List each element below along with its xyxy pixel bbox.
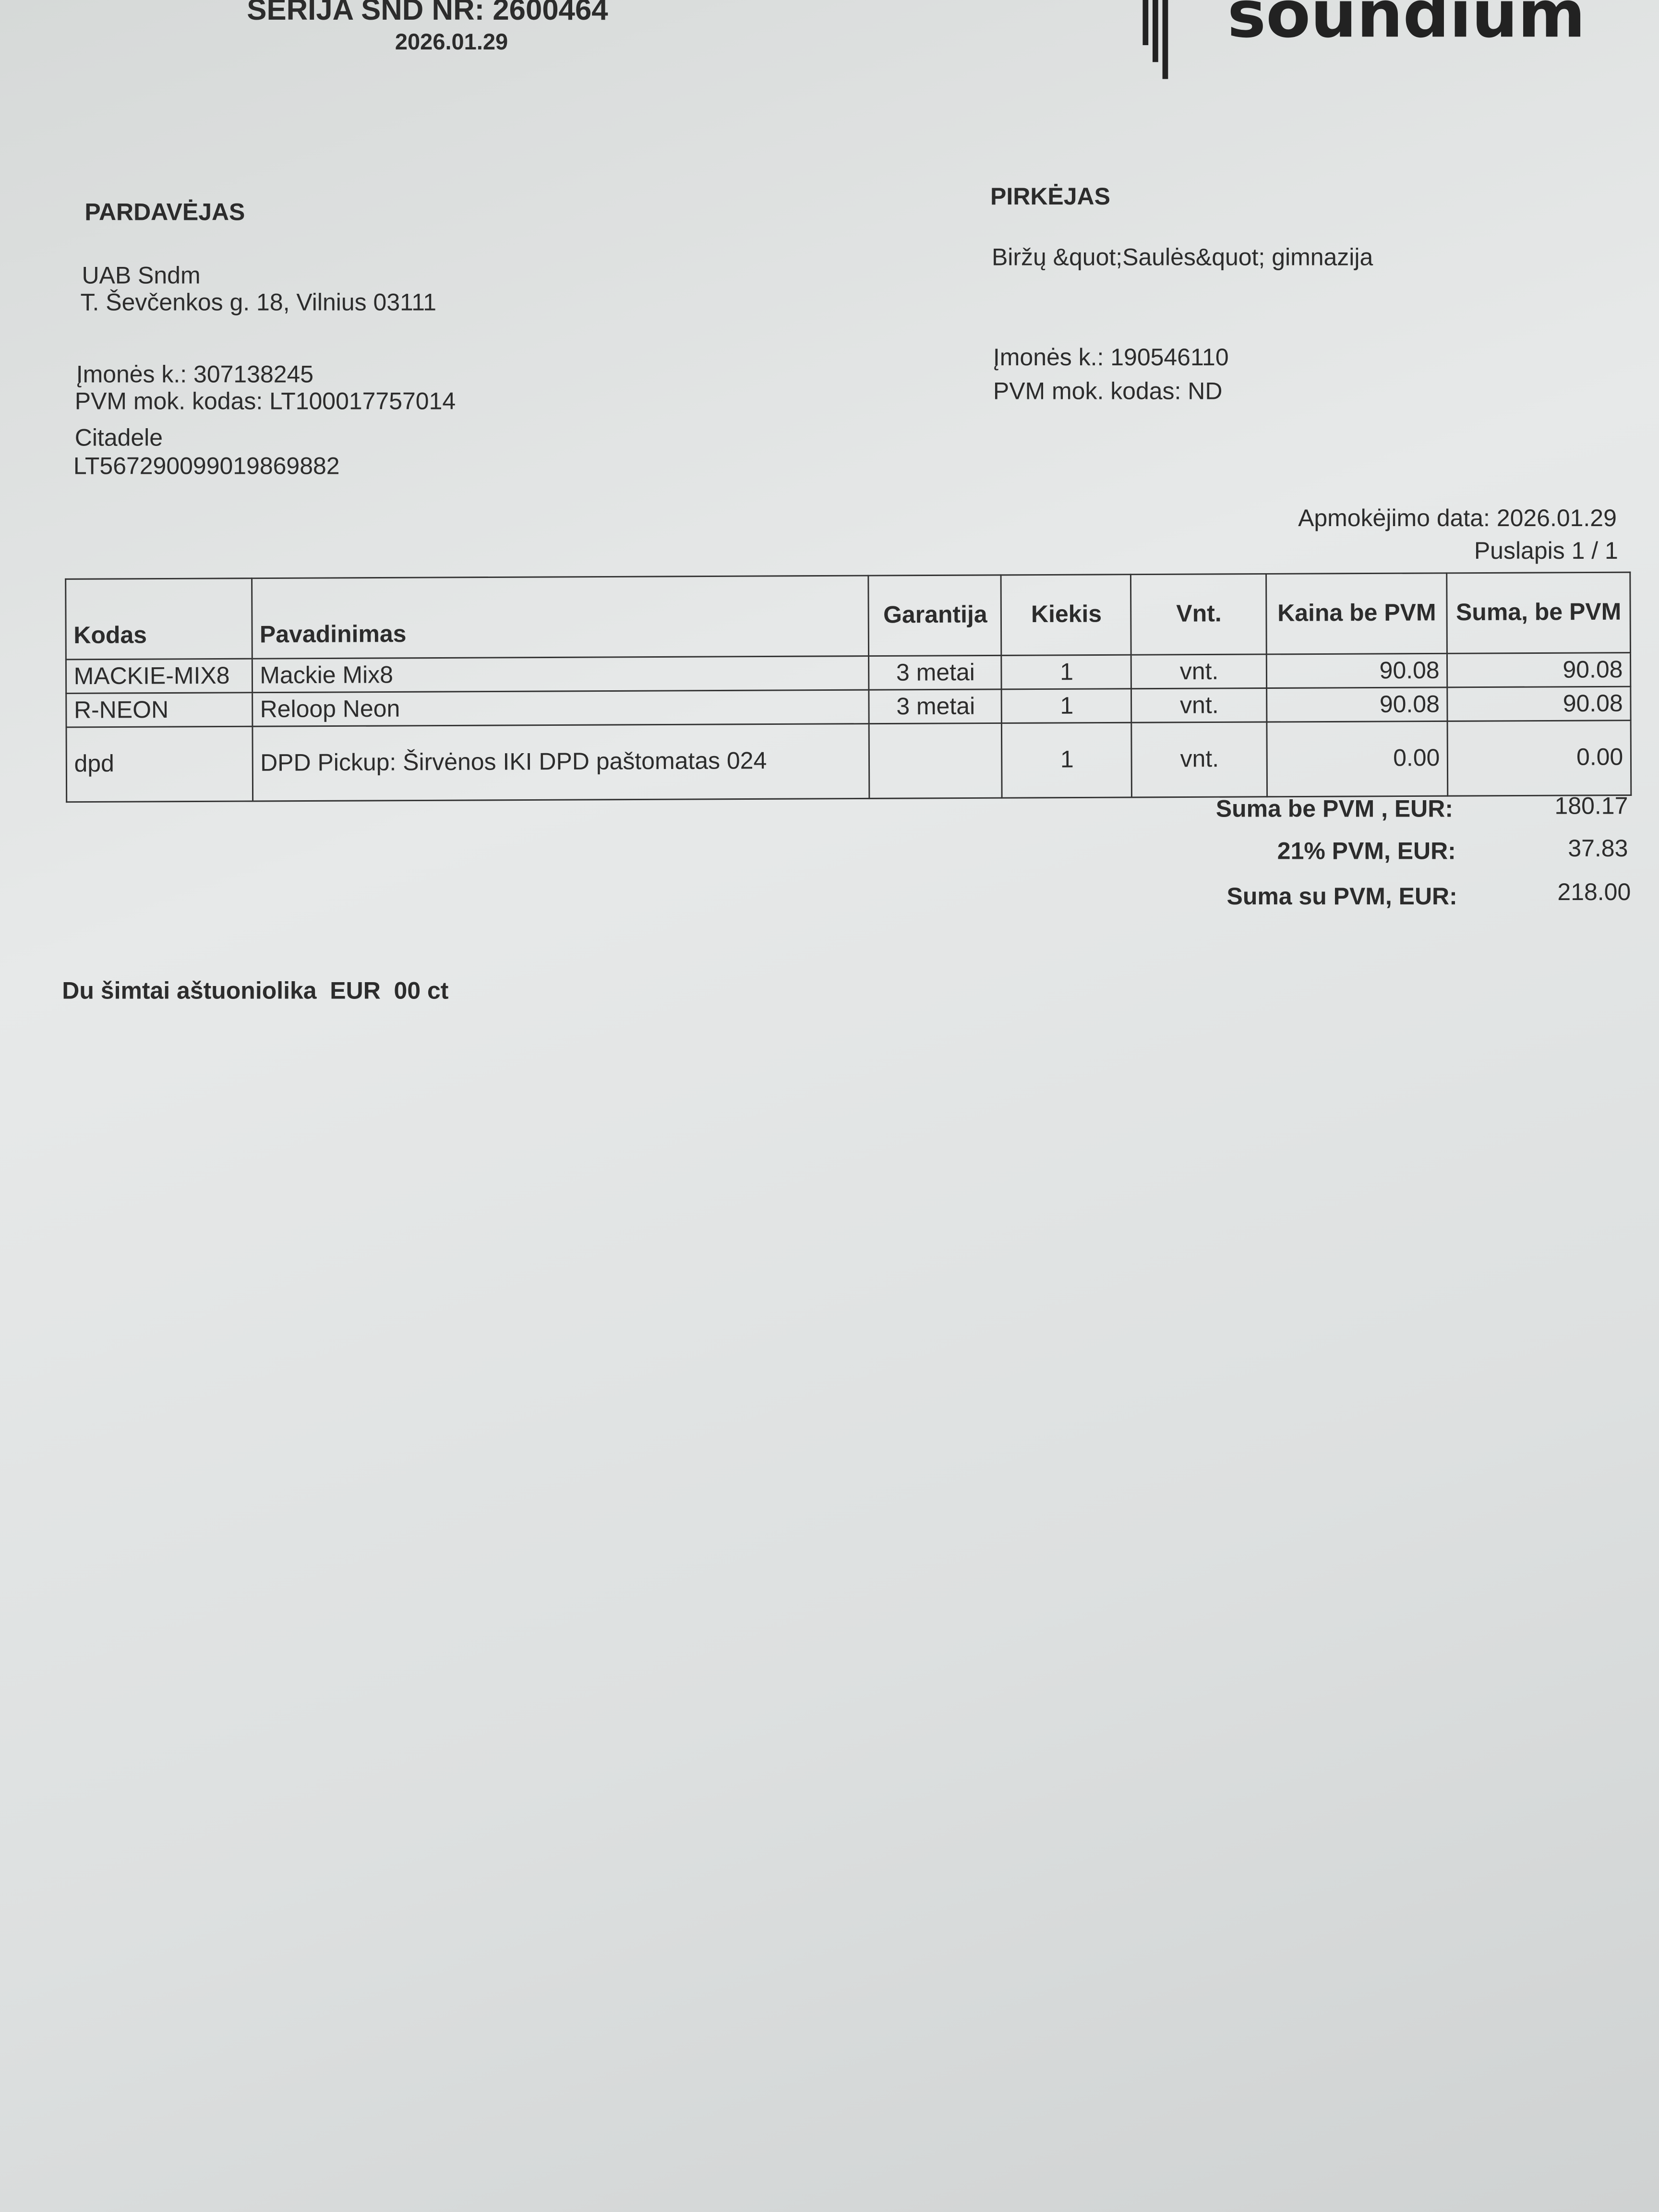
invoice-series: SERIJA SND NR: 2600464 <box>247 0 608 27</box>
invoice-date: 2026.01.29 <box>395 31 508 55</box>
cell-price: 90.08 <box>1266 653 1447 688</box>
cell-unit: vnt. <box>1131 722 1268 798</box>
cell-price: 0.00 <box>1267 721 1448 797</box>
buyer-name: Biržų &quot;Saulės&quot; gimnazija <box>991 244 1373 271</box>
cell-qty: 1 <box>1001 655 1132 689</box>
vat-total-value: 37.83 <box>1568 835 1628 862</box>
cell-name: Mackie Mix8 <box>252 656 869 693</box>
header-sum: Suma, be PVM <box>1446 572 1631 654</box>
soundium-logo: soundium <box>1140 0 1591 93</box>
cell-warranty <box>869 723 1003 799</box>
cell-unit: vnt. <box>1131 654 1267 689</box>
cell-name: DPD Pickup: Širvėnos IKI DPD paštomatas … <box>252 723 870 802</box>
seller-iban: LT567290099019869882 <box>73 453 340 480</box>
seller-company-code: Įmonės k.: 307138245 <box>76 361 314 388</box>
cell-warranty: 3 metai <box>869 689 1002 724</box>
net-total-value: 180.17 <box>1554 793 1628 820</box>
cell-qty: 1 <box>1002 722 1132 798</box>
header-unit: Vnt. <box>1131 574 1267 655</box>
cell-code: MACKIE-MIX8 <box>66 659 252 694</box>
header-code: Kodas <box>65 578 252 660</box>
page-number: Puslapis 1 / 1 <box>1474 537 1618 565</box>
buyer-vat-code: PVM mok. kodas: ND <box>993 378 1223 405</box>
seller-bank: Citadele <box>74 424 163 452</box>
seller-vat-code: PVM mok. kodas: LT100017757014 <box>74 388 456 415</box>
buyer-company-code: Įmonės k.: 190546110 <box>993 344 1229 371</box>
cell-sum: 90.08 <box>1447 686 1631 721</box>
gross-total-label: Suma su PVM, EUR: <box>1226 883 1457 910</box>
cell-sum: 0.00 <box>1447 720 1631 796</box>
gross-total-value: 218.00 <box>1557 878 1631 906</box>
svg-text:soundium: soundium <box>1227 0 1586 52</box>
cell-code: R-NEON <box>66 692 252 727</box>
cell-qty: 1 <box>1002 688 1132 723</box>
logo-bars-icon: soundium <box>1142 0 1586 79</box>
seller-title: PARDAVĖJAS <box>84 199 245 226</box>
seller-name: UAB Sndm <box>82 262 201 289</box>
buyer-title: PIRKĖJAS <box>990 183 1110 210</box>
header-price: Kaina be PVM <box>1266 573 1447 654</box>
amount-in-words: Du šimtai aštuoniolika EUR 00 ct <box>62 977 449 1005</box>
cell-code: dpd <box>66 726 253 802</box>
cell-unit: vnt. <box>1131 688 1267 723</box>
items-table: Kodas Pavadinimas Garantija Kiekis Vnt. … <box>65 572 1632 803</box>
seller-address: T. Ševčenkos g. 18, Vilnius 03111 <box>80 289 437 316</box>
header-name: Pavadinimas <box>252 576 869 659</box>
cell-price: 90.08 <box>1267 687 1448 722</box>
payment-date: Apmokėjimo data: 2026.01.29 <box>1298 505 1617 532</box>
header-qty: Kiekis <box>1001 574 1131 656</box>
header-warranty: Garantija <box>868 575 1002 656</box>
net-total-label: Suma be PVM , EUR: <box>1215 795 1453 823</box>
cell-name: Reloop Neon <box>252 690 870 727</box>
cell-sum: 90.08 <box>1447 652 1631 687</box>
table-row: dpd DPD Pickup: Širvėnos IKI DPD paštoma… <box>66 720 1631 802</box>
vat-total-label: 21% PVM, EUR: <box>1277 838 1456 865</box>
cell-warranty: 3 metai <box>869 655 1002 690</box>
table-header-row: Kodas Pavadinimas Garantija Kiekis Vnt. … <box>65 572 1631 660</box>
